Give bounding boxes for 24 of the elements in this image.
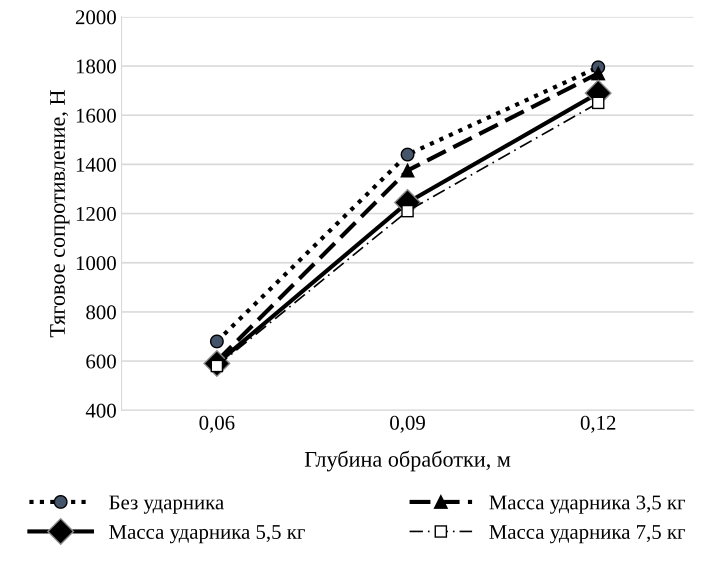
point <box>210 334 224 348</box>
x-tick-label: 0,12 <box>580 416 616 433</box>
legend-label: Масса ударника 5,5 кг <box>109 525 305 544</box>
y-tick-label: 1000 <box>76 256 116 270</box>
point <box>400 148 414 162</box>
y-tick-label: 1400 <box>76 158 116 172</box>
y-tick-label: 600 <box>86 354 116 369</box>
point <box>591 66 606 80</box>
y-tick-label: 1200 <box>76 206 116 221</box>
x-axis-title: Глубина обработки, м <box>304 450 510 472</box>
legend-label: Масса ударника 7,5 кг <box>489 525 686 544</box>
y-tick-label: 1600 <box>76 108 116 123</box>
y-tick-label: 800 <box>86 305 116 320</box>
y-axis-title: Тяговое сопротивление, Н <box>50 90 70 338</box>
legend-label: Без ударника <box>109 496 224 514</box>
point <box>400 164 414 178</box>
x-tick-label: 0,09 <box>390 416 425 433</box>
y-tick-label: 400 <box>86 404 116 418</box>
point <box>401 204 414 218</box>
y-tick-label: 2000 <box>76 10 116 24</box>
legend-label: Масса ударника 3,5 кг <box>489 495 686 514</box>
x-tick-label: 0,06 <box>199 416 234 433</box>
point <box>592 96 604 110</box>
y-tick-label: 1800 <box>76 59 116 74</box>
